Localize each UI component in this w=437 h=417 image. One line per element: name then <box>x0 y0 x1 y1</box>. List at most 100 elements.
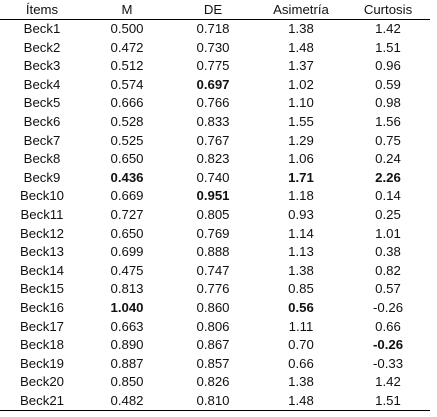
skewness-cell: 1.02 <box>288 76 314 92</box>
sd-cell: 0.867 <box>196 337 230 353</box>
skewness-cell: 1.48 <box>256 391 346 412</box>
table-row: Beck18 0.890 0.867 0.70 -0.26 <box>0 336 430 355</box>
sd-cell: 0.823 <box>196 151 230 167</box>
kurtosis-cell: 0.38 <box>375 244 401 260</box>
item-name-cell: Beck9 <box>23 169 61 185</box>
mean-cell: 0.482 <box>84 391 170 412</box>
item-name-cell: Beck5 <box>23 95 61 111</box>
mean-cell: 0.528 <box>110 113 144 129</box>
item-name-cell: Beck3 <box>23 58 61 74</box>
kurtosis-cell: -0.26 <box>372 299 404 315</box>
item-name-cell: Beck19 <box>20 355 64 371</box>
mean-cell: 0.650 <box>110 151 144 167</box>
table-row: Beck4 0.574 0.697 1.02 0.59 <box>0 76 430 95</box>
sd-cell: 0.951 <box>196 188 230 204</box>
table-row: Beck11 0.727 0.805 0.93 0.25 <box>0 206 430 225</box>
skewness-cell: 1.48 <box>288 39 314 55</box>
sd-cell: 0.810 <box>170 391 256 412</box>
sd-cell: 0.833 <box>196 113 230 129</box>
table-body: Beck1 0.500 0.718 1.38 1.42 Beck2 0.472 0.730 1.… <box>0 20 430 412</box>
mean-cell: 0.574 <box>110 76 144 92</box>
skewness-cell: 0.93 <box>288 206 314 222</box>
item-name-cell: Beck7 <box>23 132 61 148</box>
kurtosis-cell: 1.56 <box>375 113 401 129</box>
table-row: Beck17 0.663 0.806 1.11 0.66 <box>0 318 430 337</box>
header-skewness: Asimetría <box>256 0 346 20</box>
skewness-cell: 0.70 <box>288 337 314 353</box>
mean-cell: 0.666 <box>110 95 144 111</box>
mean-cell: 0.887 <box>110 355 144 371</box>
skewness-cell: 0.85 <box>288 281 314 297</box>
kurtosis-cell: 0.75 <box>375 132 401 148</box>
item-name-cell: Beck14 <box>20 262 64 278</box>
item-name-cell: Beck11 <box>20 206 64 222</box>
kurtosis-cell: 1.01 <box>375 225 401 241</box>
header-items: Ítems <box>0 0 84 20</box>
mean-cell: 0.813 <box>110 281 144 297</box>
sd-cell: 0.888 <box>196 244 230 260</box>
item-name-cell: Beck15 <box>20 281 64 297</box>
sd-cell: 0.857 <box>196 355 230 371</box>
kurtosis-cell: 0.96 <box>375 58 401 74</box>
sd-cell: 0.697 <box>196 76 230 92</box>
item-name-cell: Beck12 <box>20 225 64 241</box>
mean-cell: 0.890 <box>110 337 144 353</box>
item-name-cell: Beck10 <box>20 188 64 204</box>
header-sd: DE <box>170 0 256 20</box>
kurtosis-cell: 1.42 <box>375 21 401 36</box>
skewness-cell: 1.38 <box>288 262 314 278</box>
table-row: Beck19 0.887 0.857 0.66 -0.33 <box>0 355 430 374</box>
sd-cell: 0.767 <box>196 132 230 148</box>
kurtosis-cell: 0.59 <box>375 76 401 92</box>
table-header-row: Ítems M DE Asimetría Curtosis <box>0 0 430 20</box>
skewness-cell: 1.55 <box>288 113 314 129</box>
skewness-cell: 1.18 <box>288 188 314 204</box>
item-name-cell: Beck16 <box>20 299 64 315</box>
kurtosis-cell: -0.26 <box>372 337 404 353</box>
table-row: Beck9 0.436 0.740 1.71 2.26 <box>0 169 430 188</box>
item-name-cell: Beck2 <box>23 39 61 55</box>
skewness-cell: 1.10 <box>288 95 314 111</box>
skewness-cell: 1.71 <box>288 169 314 185</box>
skewness-cell: 0.56 <box>288 299 314 315</box>
kurtosis-cell: 0.98 <box>375 95 401 111</box>
sd-cell: 0.806 <box>196 318 230 334</box>
skewness-cell: 0.66 <box>288 355 314 371</box>
mean-cell: 0.727 <box>110 206 144 222</box>
skewness-cell: 1.38 <box>288 374 314 390</box>
sd-cell: 0.766 <box>196 95 230 111</box>
table-row: Beck15 0.813 0.776 0.85 0.57 <box>0 280 430 299</box>
skewness-cell: 1.14 <box>288 225 314 241</box>
item-name-cell: Beck4 <box>23 76 61 92</box>
table-row: Beck13 0.699 0.888 1.13 0.38 <box>0 243 430 262</box>
mean-cell: 0.669 <box>110 188 144 204</box>
mean-cell: 0.650 <box>110 225 144 241</box>
kurtosis-cell: -0.33 <box>372 355 404 371</box>
item-name-cell: Beck18 <box>20 337 64 353</box>
sd-cell: 0.769 <box>196 225 230 241</box>
item-name-cell: Beck21 <box>0 391 84 412</box>
skewness-cell: 1.06 <box>288 151 314 167</box>
kurtosis-cell: 2.26 <box>375 169 401 185</box>
item-name-cell: Beck20 <box>20 374 64 390</box>
kurtosis-cell: 0.25 <box>375 206 401 222</box>
descriptive-statistics-table: Ítems M DE Asimetría Curtosis Beck1 0.500… <box>0 0 430 412</box>
skewness-cell: 1.13 <box>288 244 314 260</box>
table-row: Beck14 0.475 0.747 1.38 0.82 <box>0 262 430 281</box>
skewness-cell: 1.37 <box>288 58 314 74</box>
sd-cell: 0.718 <box>196 21 230 36</box>
table-row: Beck6 0.528 0.833 1.55 1.56 <box>0 113 430 132</box>
sd-cell: 0.747 <box>196 262 230 278</box>
table-row: Beck8 0.650 0.823 1.06 0.24 <box>0 150 430 169</box>
item-name-cell: Beck8 <box>23 151 61 167</box>
table-row: Beck16 1.040 0.860 0.56 -0.26 <box>0 299 430 318</box>
table-row: Beck5 0.666 0.766 1.10 0.98 <box>0 94 430 113</box>
kurtosis-cell: 0.24 <box>375 151 401 167</box>
kurtosis-cell: 1.42 <box>375 374 401 390</box>
kurtosis-cell: 0.57 <box>375 281 401 297</box>
sd-cell: 0.740 <box>196 169 230 185</box>
table-row: Beck1 0.500 0.718 1.38 1.42 <box>0 20 430 39</box>
mean-cell: 0.500 <box>110 21 144 36</box>
skewness-cell: 1.29 <box>288 132 314 148</box>
